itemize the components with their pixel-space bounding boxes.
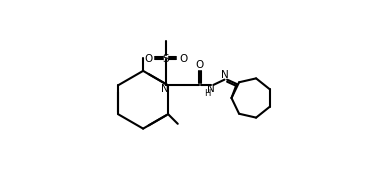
Text: O: O [144, 54, 153, 64]
Text: N: N [161, 84, 169, 94]
Text: O: O [195, 60, 203, 70]
Text: H: H [204, 89, 211, 98]
Text: N: N [208, 84, 215, 94]
Text: S: S [163, 54, 169, 64]
Text: N: N [221, 70, 229, 80]
Text: O: O [179, 54, 187, 64]
